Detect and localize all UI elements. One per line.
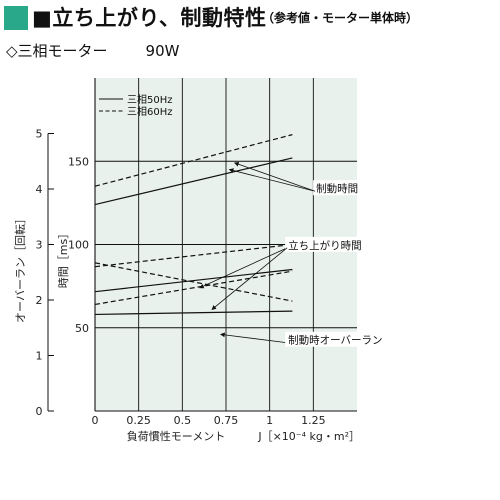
accent-square-icon [4,6,28,30]
motor-spec: ◇三相モーター 90W [6,40,179,61]
x-axis-unit: J［×10⁻⁴ kg・m²］ [257,430,360,443]
x-axis-label: 負荷慣性モーメント [127,429,226,443]
motor-power-label: 90W [145,42,180,60]
x-tick-label: 0.25 [126,414,151,427]
time-axis-label: 時間［ms］ [57,228,70,288]
series-line [94,268,293,293]
annotation-label: 立ち上がり時間 [288,239,362,252]
x-tick-label: 0 [92,414,99,427]
x-tick-label: 1 [266,414,273,427]
x-tick-label: 1.25 [301,414,326,427]
x-tick-label: 0.5 [174,414,192,427]
overrun-tick-label: 1 [36,350,43,363]
annotation-label: 制動時オーバーラン [288,334,382,347]
overrun-tick-label: 2 [36,294,43,307]
series-line [94,270,293,306]
annotation-label-bg [285,331,386,347]
annotation-label-bg [285,236,365,252]
overrun-tick-label: 5 [36,128,43,141]
series-line [94,262,293,302]
x-tick-label: 0.75 [214,414,239,427]
y-tick-label-ms: 50 [75,322,89,335]
annotation-label: 制動時間 [316,182,358,195]
overrun-tick-label: 3 [36,239,43,252]
annotation-leader [199,247,288,289]
overrun-tick-label: 4 [36,183,43,196]
annotation-leader [219,332,288,344]
annotation-label-bg [313,180,362,196]
y-tick-label-ms: 150 [68,155,89,168]
annotation-leader [228,168,316,192]
annotation-leader [233,161,316,192]
series-line [94,310,293,316]
series-line [94,243,293,268]
page-header: ■立ち上がり、制動特性 （参考値・モーター単体時） [0,0,500,36]
page-title: ■立ち上がり、制動特性 [32,6,267,30]
annotation-leader [211,247,288,310]
legend-label: 三相60Hz [127,105,173,118]
series-line [94,134,293,187]
overrun-tick-label: 0 [36,405,43,418]
y-tick-label-ms: 100 [68,239,89,252]
motor-type-label: ◇三相モーター [6,42,108,60]
page-subtitle: （参考値・モーター単体時） [262,11,419,25]
overrun-axis-label: オーバーラン［回転］ [14,213,27,323]
legend-label: 三相50Hz [127,93,173,106]
series-line [94,157,293,206]
